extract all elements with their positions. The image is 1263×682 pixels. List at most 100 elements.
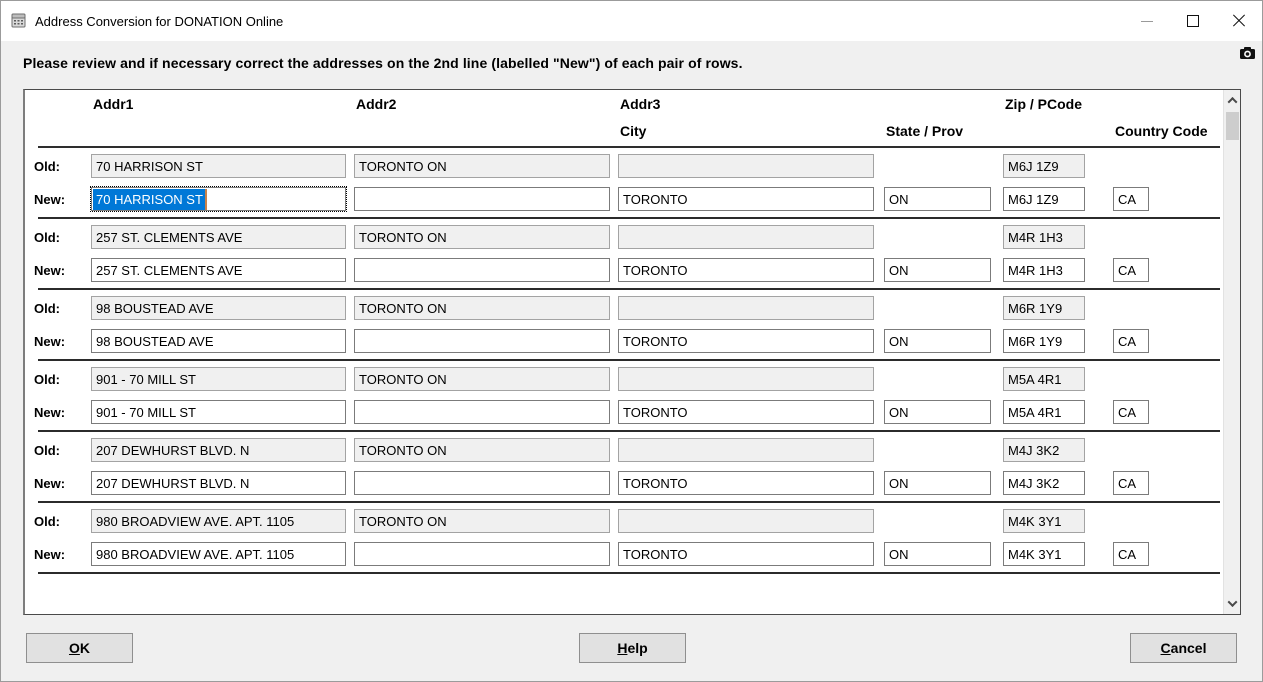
- help-button[interactable]: Help: [579, 633, 686, 663]
- new-label: New:: [34, 191, 66, 207]
- new-country-field[interactable]: [1113, 329, 1149, 353]
- old-addr3-field: [618, 367, 874, 391]
- titlebar: Address Conversion for DONATION Online: [1, 1, 1262, 41]
- cancel-button[interactable]: Cancel: [1130, 633, 1237, 663]
- old-addr1-field: [91, 225, 346, 249]
- new-country-field[interactable]: [1113, 400, 1149, 424]
- old-addr2-field: [354, 225, 610, 249]
- new-addr1-field[interactable]: [91, 542, 346, 566]
- calculator-icon: [11, 13, 26, 28]
- new-label: New:: [34, 262, 66, 278]
- old-label: Old:: [34, 229, 60, 245]
- new-addr1-field[interactable]: [91, 258, 346, 282]
- new-state-field[interactable]: [884, 542, 991, 566]
- new-country-field[interactable]: [1113, 258, 1149, 282]
- new-addr2-field[interactable]: [354, 400, 610, 424]
- new-addr1-field-focused[interactable]: 70 HARRISON ST: [90, 186, 347, 212]
- address-pair: Old: New: 70 HARRISON ST: [25, 154, 1223, 219]
- new-addr1-field[interactable]: [91, 329, 346, 353]
- ok-button[interactable]: OK: [26, 633, 133, 663]
- camera-icon[interactable]: [1239, 45, 1256, 60]
- new-country-field[interactable]: [1113, 471, 1149, 495]
- old-label: Old:: [34, 371, 60, 387]
- vertical-scrollbar[interactable]: [1223, 90, 1240, 614]
- header-addr3: Addr3: [620, 96, 661, 112]
- new-zip-field[interactable]: [1003, 542, 1085, 566]
- new-addr2-field[interactable]: [354, 258, 610, 282]
- header-zip-pcode: Zip / PCode: [1005, 96, 1082, 112]
- new-city-field[interactable]: [618, 542, 874, 566]
- address-list: Addr1 Addr2 Addr3 Zip / PCode City State…: [23, 89, 1241, 615]
- new-country-field[interactable]: [1113, 187, 1149, 211]
- close-button[interactable]: [1216, 1, 1262, 41]
- old-address-row: Old:: [25, 225, 1223, 249]
- old-zip-field: [1003, 296, 1085, 320]
- new-zip-field[interactable]: [1003, 471, 1085, 495]
- header-addr1: Addr1: [93, 96, 134, 112]
- new-state-field[interactable]: [884, 187, 991, 211]
- new-address-row: New:: [25, 400, 1223, 424]
- new-addr2-field[interactable]: [354, 471, 610, 495]
- old-addr1-field: [91, 367, 346, 391]
- pair-divider: [38, 359, 1220, 361]
- new-zip-field[interactable]: [1003, 329, 1085, 353]
- new-zip-field[interactable]: [1003, 258, 1085, 282]
- new-addr1-field[interactable]: [91, 471, 346, 495]
- scroll-down-button[interactable]: [1224, 595, 1241, 612]
- old-addr2-field: [354, 509, 610, 533]
- new-label: New:: [34, 475, 66, 491]
- old-addr3-field: [618, 438, 874, 462]
- new-city-field[interactable]: [618, 329, 874, 353]
- scroll-up-button[interactable]: [1224, 92, 1241, 109]
- old-addr2-field: [354, 438, 610, 462]
- minimize-button[interactable]: [1124, 1, 1170, 41]
- address-pair: Old: New:: [25, 225, 1223, 290]
- scrollbar-thumb[interactable]: [1226, 112, 1239, 140]
- old-addr3-field: [618, 225, 874, 249]
- old-address-row: Old:: [25, 154, 1223, 178]
- old-zip-field: [1003, 509, 1085, 533]
- pair-divider: [38, 288, 1220, 290]
- old-zip-field: [1003, 154, 1085, 178]
- new-state-field[interactable]: [884, 329, 991, 353]
- old-zip-field: [1003, 367, 1085, 391]
- address-pair: Old: New:: [25, 509, 1223, 574]
- new-label: New:: [34, 546, 66, 562]
- pair-divider: [38, 572, 1220, 574]
- new-address-row: New:: [25, 329, 1223, 353]
- close-icon: [1232, 14, 1246, 28]
- old-zip-field: [1003, 225, 1085, 249]
- header-addr2: Addr2: [356, 96, 397, 112]
- old-addr3-field: [618, 154, 874, 178]
- maximize-button[interactable]: [1170, 1, 1216, 41]
- new-zip-field[interactable]: [1003, 400, 1085, 424]
- new-country-field[interactable]: [1113, 542, 1149, 566]
- new-address-row: New:: [25, 258, 1223, 282]
- new-addr2-field[interactable]: [354, 329, 610, 353]
- new-city-field[interactable]: [618, 400, 874, 424]
- new-state-field[interactable]: [884, 258, 991, 282]
- new-addr2-field[interactable]: [354, 187, 610, 211]
- new-address-row: New:: [25, 471, 1223, 495]
- old-label: Old:: [34, 513, 60, 529]
- old-addr2-field: [354, 154, 610, 178]
- old-zip-field: [1003, 438, 1085, 462]
- new-addr2-field[interactable]: [354, 542, 610, 566]
- help-button-label: Help: [617, 640, 648, 656]
- new-addr1-field[interactable]: [91, 400, 346, 424]
- address-pair: Old: New:: [25, 367, 1223, 432]
- old-address-row: Old:: [25, 509, 1223, 533]
- old-addr2-field: [354, 367, 610, 391]
- new-state-field[interactable]: [884, 471, 991, 495]
- old-address-row: Old:: [25, 367, 1223, 391]
- new-city-field[interactable]: [618, 471, 874, 495]
- new-city-field[interactable]: [618, 187, 874, 211]
- old-addr1-field: [91, 154, 346, 178]
- window-title: Address Conversion for DONATION Online: [35, 13, 284, 29]
- old-addr3-field: [618, 296, 874, 320]
- new-address-row: New:: [25, 542, 1223, 566]
- new-zip-field[interactable]: [1003, 187, 1085, 211]
- new-state-field[interactable]: [884, 400, 991, 424]
- new-city-field[interactable]: [618, 258, 874, 282]
